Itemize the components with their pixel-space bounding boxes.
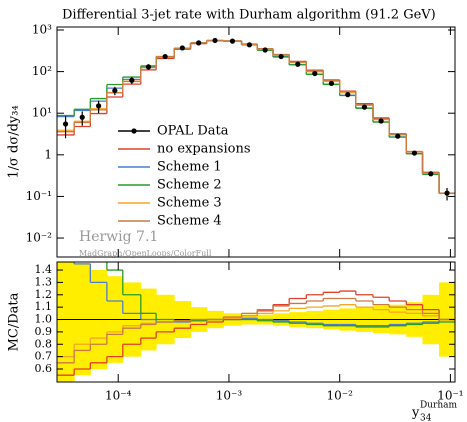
data-point <box>96 103 102 109</box>
axes-layer: Differential 3-jet rate with Durham algo… <box>7 8 464 422</box>
y-tick-label: 10² <box>32 64 52 78</box>
data-point <box>278 53 284 60</box>
x-tick-label: 10⁻³ <box>216 389 243 403</box>
legend-label: OPAL Data <box>157 124 229 139</box>
main-plot-area <box>57 37 455 201</box>
data-point <box>411 150 418 156</box>
ratio-y-tick-label: 1.1 <box>35 300 53 313</box>
main-frame <box>56 26 456 258</box>
x-axis-label-sup: Durham <box>420 401 457 411</box>
data-point <box>444 190 450 196</box>
data-point <box>345 92 351 98</box>
data-point <box>145 64 152 70</box>
data-point <box>62 121 69 127</box>
data-point <box>229 38 236 44</box>
x-axis-label-sub: 34 <box>420 414 432 422</box>
chart-title: Differential 3-jet rate with Durham algo… <box>62 8 436 23</box>
ratio-y-axis-label: MC/Data <box>7 292 22 351</box>
data-point <box>179 45 185 51</box>
data-point <box>312 70 318 77</box>
data-point <box>246 42 252 48</box>
x-tick-label: 10⁻¹ <box>437 389 463 403</box>
legend-label: no expansions <box>157 142 251 157</box>
data-point <box>212 37 218 44</box>
ratio-y-tick-label: 1.2 <box>35 288 53 301</box>
data-point <box>129 77 135 83</box>
ratio-y-tick-label: 0.8 <box>35 337 53 350</box>
data-point <box>112 87 118 94</box>
data-point <box>378 118 384 124</box>
legend-label: Scheme 4 <box>157 214 222 229</box>
y-tick-label: 1 <box>44 147 52 161</box>
ratio-y-tick-label: 0.6 <box>35 362 53 375</box>
data-point <box>428 171 434 177</box>
generator-sublabel: MadGraph/OpenLoops/ColorFull <box>79 249 212 258</box>
generator-label: Herwig 7.1 <box>79 229 158 245</box>
x-tick-label: 10⁻⁴ <box>105 389 132 403</box>
data-point <box>295 61 301 67</box>
y-tick-label: 10⁻² <box>26 231 53 245</box>
x-axis-label: y <box>411 406 420 421</box>
data-point <box>262 47 268 53</box>
y-tick-label: 10⁻¹ <box>26 189 52 203</box>
legend-label: Scheme 2 <box>157 178 222 193</box>
ratio-y-tick-label: 1.4 <box>35 263 53 276</box>
data-point <box>79 114 85 120</box>
uncertainty-band <box>57 262 75 382</box>
y-tick-label: 10³ <box>32 22 52 36</box>
legend-label: Scheme 1 <box>157 160 222 175</box>
ratio-plot-area <box>57 262 455 382</box>
ratio-y-tick-label: 0.9 <box>35 325 53 338</box>
y-axis-label: 1/σ dσ/dy₃₄ <box>7 105 22 178</box>
x-tick-label: 10⁻² <box>326 389 353 403</box>
y-tick-label: 10¹ <box>32 106 52 120</box>
ratio-y-tick-label: 0.7 <box>35 350 53 363</box>
ratio-y-tick-label: 1.3 <box>35 275 53 288</box>
data-point <box>361 104 368 110</box>
ratio-frame <box>56 261 456 383</box>
data-point <box>328 80 335 87</box>
data-point <box>395 133 401 139</box>
legend-marker <box>131 128 137 134</box>
data-point <box>162 53 168 60</box>
data-point <box>196 40 202 46</box>
ratio-y-tick-label: 1.0 <box>35 313 53 326</box>
legend-label: Scheme 3 <box>157 196 222 211</box>
